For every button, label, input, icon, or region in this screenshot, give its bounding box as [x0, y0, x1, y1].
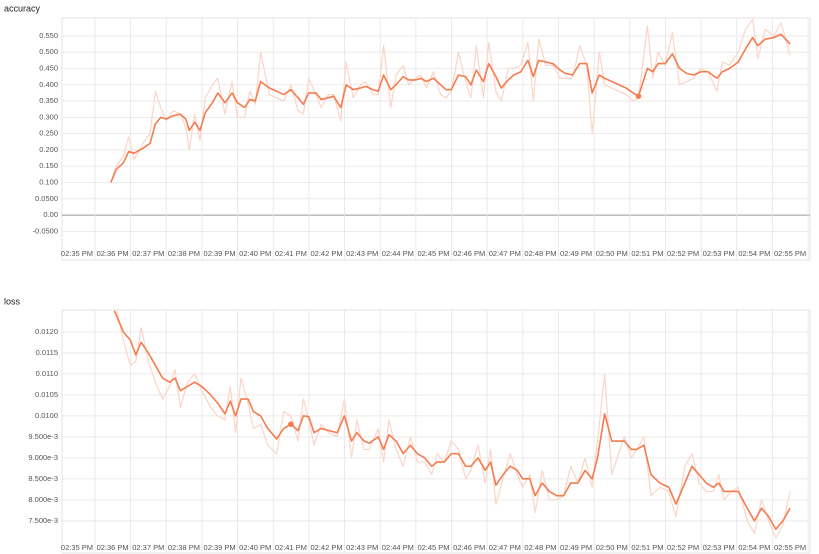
y-tick-label: 0.400 [39, 80, 58, 89]
x-tick-label: 02:52 PM [667, 543, 699, 552]
x-tick-label: 02:38 PM [168, 543, 200, 552]
y-tick-label: 0.100 [39, 177, 58, 186]
plot-area [61, 17, 811, 261]
y-tick-label: 0.00 [43, 210, 58, 219]
series-line [110, 19, 791, 183]
x-tick-label: 02:36 PM [97, 249, 129, 258]
y-tick-label: 0.350 [39, 96, 58, 105]
chart-title: accuracy [4, 3, 41, 13]
x-tick-label: 02:46 PM [453, 543, 485, 552]
x-tick-label: 02:40 PM [239, 543, 271, 552]
x-tick-label: 02:40 PM [239, 249, 271, 258]
y-tick-label: 7.500e-3 [28, 516, 58, 525]
x-tick-label: 02:42 PM [310, 249, 342, 258]
x-tick-label: 02:48 PM [524, 249, 556, 258]
y-tick-label: 0.0105 [35, 390, 58, 399]
x-tick-label: 02:47 PM [489, 543, 521, 552]
y-tick-label: 0.0115 [36, 348, 58, 357]
x-tick-label: 02:50 PM [596, 249, 628, 258]
y-tick-label: 8.500e-3 [28, 474, 58, 483]
y-tick-label: 8.000e-3 [28, 495, 58, 504]
x-tick-label: 02:36 PM [97, 543, 129, 552]
series-line [113, 310, 791, 531]
x-tick-label: 02:35 PM [61, 249, 93, 258]
x-tick-label: 02:51 PM [631, 249, 663, 258]
y-tick-label: 0.300 [39, 112, 58, 121]
x-tick-label: 02:55 PM [774, 249, 806, 258]
x-tick-label: 02:41 PM [275, 543, 307, 552]
chart-title: loss [4, 296, 21, 306]
x-tick-label: 02:54 PM [738, 249, 770, 258]
y-tick-label: -0.0500 [33, 226, 58, 235]
x-tick-label: 02:38 PM [168, 249, 200, 258]
series-group [110, 19, 791, 183]
x-tick-label: 02:47 PM [489, 249, 521, 258]
x-tick-label: 02:51 PM [631, 543, 663, 552]
y-tick-label: 0.450 [39, 63, 58, 72]
y-tick-label: 0.500 [39, 47, 58, 56]
x-tick-label: 02:45 PM [417, 249, 449, 258]
x-tick-label: 02:39 PM [204, 543, 236, 552]
y-tick-label: 0.0110 [36, 369, 58, 378]
x-tick-label: 02:53 PM [703, 543, 735, 552]
y-tick-label: 9.500e-3 [28, 432, 58, 441]
y-tick-label: 0.0500 [35, 194, 58, 203]
series-group [113, 310, 791, 539]
y-tick-label: 0.200 [39, 145, 58, 154]
x-tick-label: 02:52 PM [667, 249, 699, 258]
x-tick-label: 02:43 PM [346, 249, 378, 258]
x-tick-label: 02:55 PM [774, 543, 806, 552]
x-tick-label: 02:53 PM [703, 249, 735, 258]
x-tick-label: 02:50 PM [596, 543, 628, 552]
x-tick-label: 02:45 PM [417, 543, 449, 552]
x-tick-label: 02:37 PM [132, 543, 164, 552]
x-tick-label: 02:54 PM [738, 543, 770, 552]
x-tick-label: 02:43 PM [346, 543, 378, 552]
x-tick-label: 02:37 PM [132, 249, 164, 258]
x-tick-label: 02:49 PM [560, 249, 592, 258]
x-tick-label: 02:49 PM [560, 543, 592, 552]
highlight-point [635, 93, 642, 99]
y-tick-label: 0.550 [39, 31, 58, 40]
y-tick-label: 0.150 [39, 161, 58, 170]
plot-area [61, 309, 811, 554]
y-tick-label: 0.0100 [35, 411, 58, 420]
x-tick-label: 02:39 PM [204, 249, 236, 258]
series-line [110, 33, 791, 183]
x-tick-label: 02:35 PM [61, 543, 93, 552]
x-tick-label: 02:48 PM [524, 543, 556, 552]
highlight-point [288, 421, 294, 428]
x-tick-label: 02:41 PM [275, 249, 307, 258]
x-tick-label: 02:42 PM [310, 543, 342, 552]
x-tick-label: 02:46 PM [453, 249, 485, 258]
y-tick-label: 0.250 [39, 129, 58, 138]
x-tick-label: 02:44 PM [382, 249, 414, 258]
y-tick-label: 0.0120 [35, 327, 58, 336]
x-tick-label: 02:44 PM [382, 543, 414, 552]
y-tick-label: 9.000e-3 [28, 453, 58, 462]
